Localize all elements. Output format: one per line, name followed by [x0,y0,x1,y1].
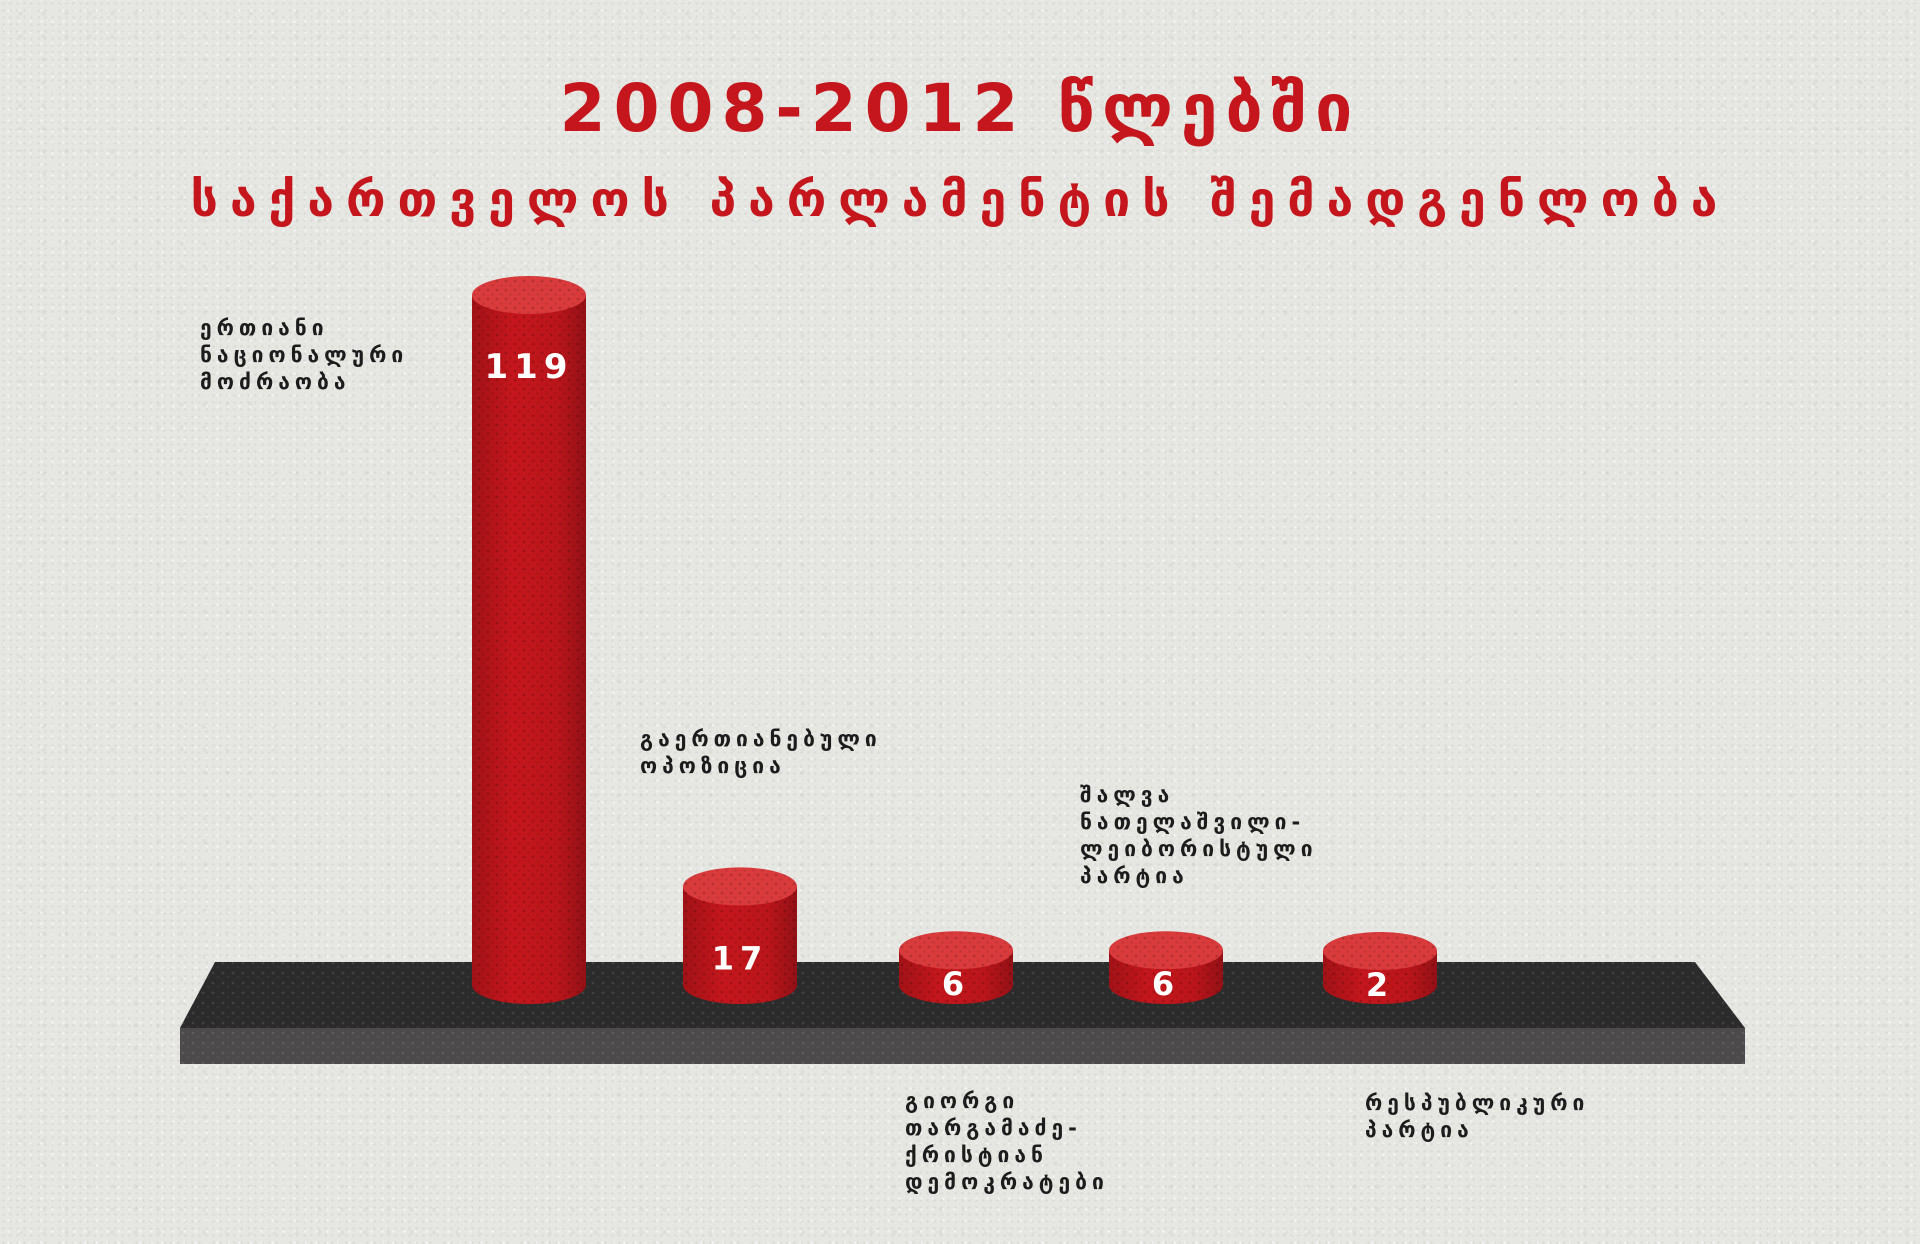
bar-shade [683,886,797,1004]
bar-4: 2 [1323,932,1437,1004]
bar-top-texture [472,276,586,314]
value-label-4: 2 [1366,966,1394,1004]
bar-2: 6 [899,931,1013,1004]
value-label-2: 6 [942,965,970,1003]
bar-shade [472,295,586,1004]
value-label-1: 17 [712,939,769,977]
category-label-2: გიორგი თარგამაძე-ქრისტიან დემოკრატები [905,1089,1109,1194]
bar-top-texture [1323,932,1437,970]
chart-title: 2008-2012 წლებში [559,70,1361,147]
bar-top-texture [899,931,1013,970]
bars-group: 119 17 6 6 2 [472,276,1437,1004]
value-label-3: 6 [1152,965,1180,1003]
chart-subtitle: საქართველოს პარლამენტის შემადგენლობა [190,172,1730,228]
category-label-0: ერთიანი ნაციონალური მოძრაობა [200,316,409,394]
bar-top-texture [683,867,797,906]
platform-front-texture [180,1028,1745,1064]
category-label-1: გაერთიანებული ოპოზიცია [640,727,882,778]
category-label-4: რესპუბლიკური პარტია [1365,1091,1590,1142]
value-label-0: 119 [485,347,574,387]
bar-1: 17 [683,867,797,1004]
bar-0: 119 [472,276,586,1004]
bar-top-texture [1109,931,1223,970]
category-label-3: შალვა ნათელაშვილი-ლეიბორისტული პარტია [1080,783,1318,888]
bar-3: 6 [1109,931,1223,1004]
